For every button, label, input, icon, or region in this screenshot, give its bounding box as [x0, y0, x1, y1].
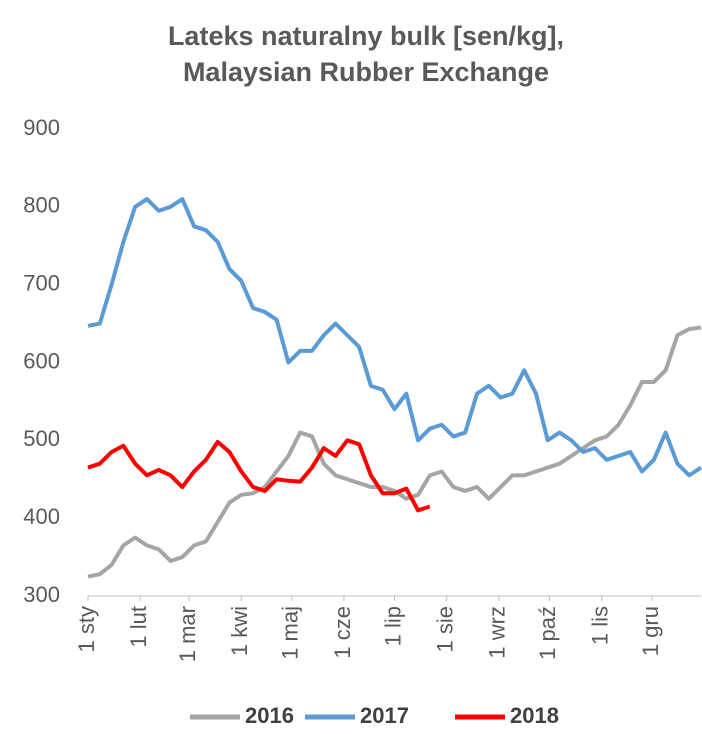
- chart-title: Lateks naturalny bulk [sen/kg],: [168, 21, 564, 51]
- x-tick-label: 1 gru: [638, 606, 663, 656]
- x-tick-label: 1 kwi: [227, 606, 252, 656]
- x-tick-label: 1 cze: [330, 606, 355, 659]
- y-tick-label: 700: [23, 270, 60, 295]
- y-tick-label: 900: [23, 115, 60, 140]
- chart-title: Malaysian Rubber Exchange: [183, 57, 549, 87]
- series-line: [87, 197, 702, 478]
- x-tick-label: 1 lis: [587, 606, 612, 645]
- series-line: [87, 438, 431, 513]
- y-tick-label: 400: [23, 504, 60, 529]
- series-line: [87, 325, 702, 579]
- x-tick-label: 1 mar: [175, 606, 200, 662]
- y-tick-label: 600: [23, 348, 60, 373]
- y-tick-label: 500: [23, 426, 60, 451]
- legend-label: 2018: [510, 703, 559, 728]
- legend-label: 2016: [245, 703, 294, 728]
- x-tick-label: 1 lut: [126, 606, 151, 648]
- x-tick-label: 1 sty: [74, 606, 99, 652]
- x-tick-label: 1 lip: [380, 606, 405, 646]
- x-tick-label: 1 maj: [278, 606, 303, 660]
- x-tick-label: 1 paź: [535, 606, 560, 660]
- legend-label: 2017: [360, 703, 409, 728]
- x-tick-label: 1 sie: [433, 606, 458, 652]
- y-tick-label: 300: [23, 582, 60, 607]
- y-tick-label: 800: [23, 193, 60, 218]
- x-tick-label: 1 wrz: [485, 606, 510, 659]
